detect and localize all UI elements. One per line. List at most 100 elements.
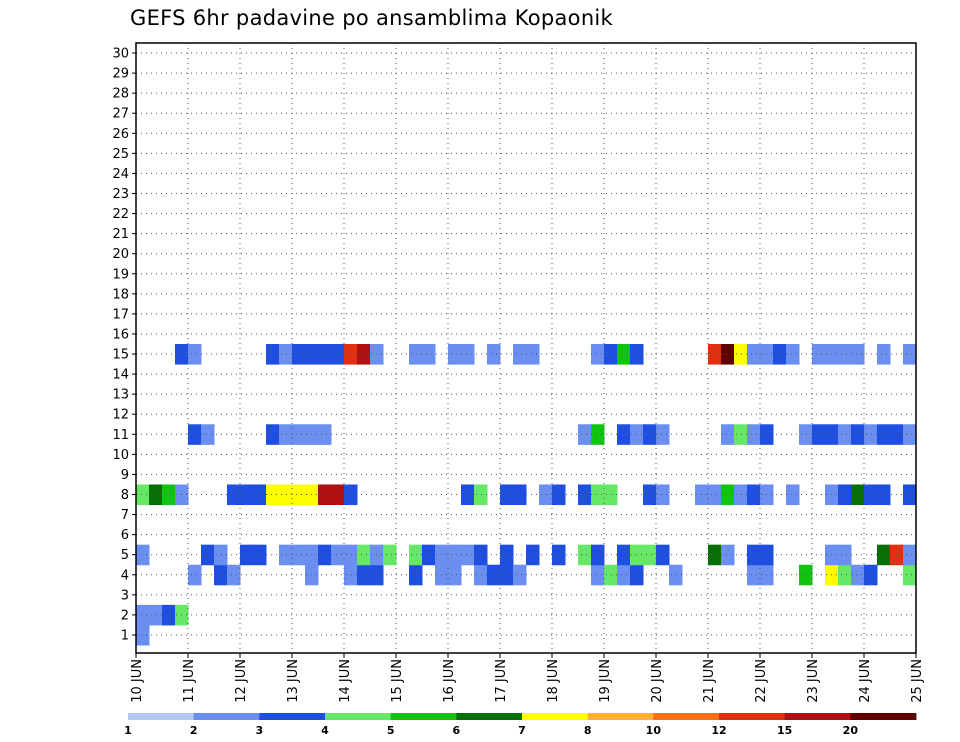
colorbar-label: 10 — [646, 724, 662, 737]
heatmap-cell — [227, 564, 241, 586]
heatmap-cell — [799, 424, 813, 445]
y-tick-label: 14 — [112, 368, 129, 383]
heatmap-cell — [331, 344, 345, 365]
heatmap-cell — [266, 484, 280, 506]
y-tick-label: 16 — [112, 327, 129, 342]
heatmap-cell — [188, 344, 202, 365]
x-tick-label: 19 JUN — [598, 659, 613, 703]
heatmap-cell — [279, 544, 293, 566]
heatmap-cell — [357, 564, 371, 586]
heatmap-cell — [747, 484, 761, 506]
heatmap-cell — [279, 344, 293, 365]
y-tick-label: 7 — [121, 508, 129, 523]
heatmap-cell — [136, 544, 150, 566]
heatmap-cell — [578, 424, 592, 445]
y-tick-label: 28 — [112, 87, 129, 102]
heatmap-cell — [604, 484, 618, 506]
colorbar-segment — [719, 713, 786, 720]
x-tick-label: 13 JUN — [286, 659, 301, 703]
heatmap-cell — [552, 484, 566, 506]
heatmap-cell — [747, 424, 761, 445]
heatmap-cell — [552, 544, 566, 566]
heatmap-cell — [838, 484, 852, 506]
heatmap-cell — [903, 544, 917, 566]
grid-lines — [136, 43, 916, 653]
heatmap-cell — [357, 544, 371, 566]
y-tick-label: 27 — [112, 107, 129, 122]
heatmap-cell — [591, 484, 605, 506]
heatmap-cell — [266, 424, 280, 445]
colorbar-label: 12 — [711, 724, 726, 737]
heatmap-cell — [643, 484, 657, 506]
colorbar-label: 4 — [321, 724, 329, 737]
y-tick-label: 20 — [112, 247, 129, 262]
heatmap-cell — [656, 424, 670, 445]
heatmap-cell — [409, 544, 423, 566]
y-axis-ticks: 1234567891011121314151617181920212223242… — [112, 47, 136, 643]
heatmap-cell — [812, 344, 826, 365]
heatmap-cell — [136, 484, 150, 506]
heatmap-cell — [214, 544, 228, 566]
y-tick-label: 18 — [112, 287, 129, 302]
heatmap-cell — [344, 484, 358, 506]
heatmap-cell — [474, 484, 488, 506]
heatmap-cell — [617, 564, 631, 586]
heatmap-cell — [903, 344, 917, 365]
heatmap-cell — [474, 544, 488, 566]
heatmap-cell — [799, 564, 813, 586]
y-tick-label: 3 — [121, 588, 129, 603]
y-tick-label: 2 — [121, 608, 129, 623]
heatmap-cell — [643, 424, 657, 445]
colorbar-segment — [784, 713, 851, 720]
x-tick-label: 11 JUN — [182, 659, 197, 703]
heatmap-cell — [864, 424, 878, 445]
y-tick-label: 13 — [112, 388, 129, 403]
heatmap-cell — [721, 424, 735, 445]
heatmap-cell — [903, 484, 917, 506]
heatmap-cell — [617, 544, 631, 566]
heatmap-cell — [149, 484, 163, 506]
heatmap-cell — [279, 484, 293, 506]
colorbar-label: 3 — [256, 724, 264, 737]
y-tick-label: 24 — [112, 167, 129, 182]
heatmap-cell — [318, 484, 332, 506]
heatmap-cell — [708, 544, 722, 566]
heatmap-cell — [513, 484, 527, 506]
heatmap-cell — [656, 544, 670, 566]
heatmap-cell — [591, 544, 605, 566]
heatmap-cell — [747, 544, 761, 566]
heatmap-cell — [513, 344, 527, 365]
heatmap-cell — [812, 424, 826, 445]
x-tick-label: 25 JUN — [910, 659, 925, 703]
colorbar-segment — [587, 713, 654, 720]
x-tick-label: 22 JUN — [754, 659, 769, 703]
heatmap-cell — [188, 424, 202, 445]
heatmap-cell — [864, 484, 878, 506]
heatmap-cell — [318, 544, 332, 566]
heatmap-cell — [851, 424, 865, 445]
heatmap-cell — [838, 544, 852, 566]
y-tick-label: 4 — [121, 568, 129, 583]
heatmap-cell — [188, 564, 202, 586]
heatmap-cell — [253, 484, 267, 506]
heatmap-cell — [708, 484, 722, 506]
colorbar-segment — [390, 713, 457, 720]
heatmap-cell — [162, 484, 176, 506]
colorbar-label: 7 — [518, 724, 526, 737]
heatmap-cell — [591, 424, 605, 445]
heatmap-cell — [617, 424, 631, 445]
heatmap-cell — [292, 344, 306, 365]
x-tick-label: 17 JUN — [494, 659, 509, 703]
y-tick-label: 15 — [112, 348, 129, 363]
x-tick-label: 14 JUN — [338, 659, 353, 703]
heatmap-cell — [721, 544, 735, 566]
heatmap-cell — [734, 484, 748, 506]
heatmap-cell — [279, 424, 293, 445]
heatmap-cell — [318, 424, 332, 445]
y-tick-label: 5 — [121, 548, 129, 563]
heatmap-cell — [721, 484, 735, 506]
plot-frame — [135, 42, 917, 654]
x-tick-label: 16 JUN — [442, 659, 457, 703]
heatmap-cell — [786, 344, 800, 365]
